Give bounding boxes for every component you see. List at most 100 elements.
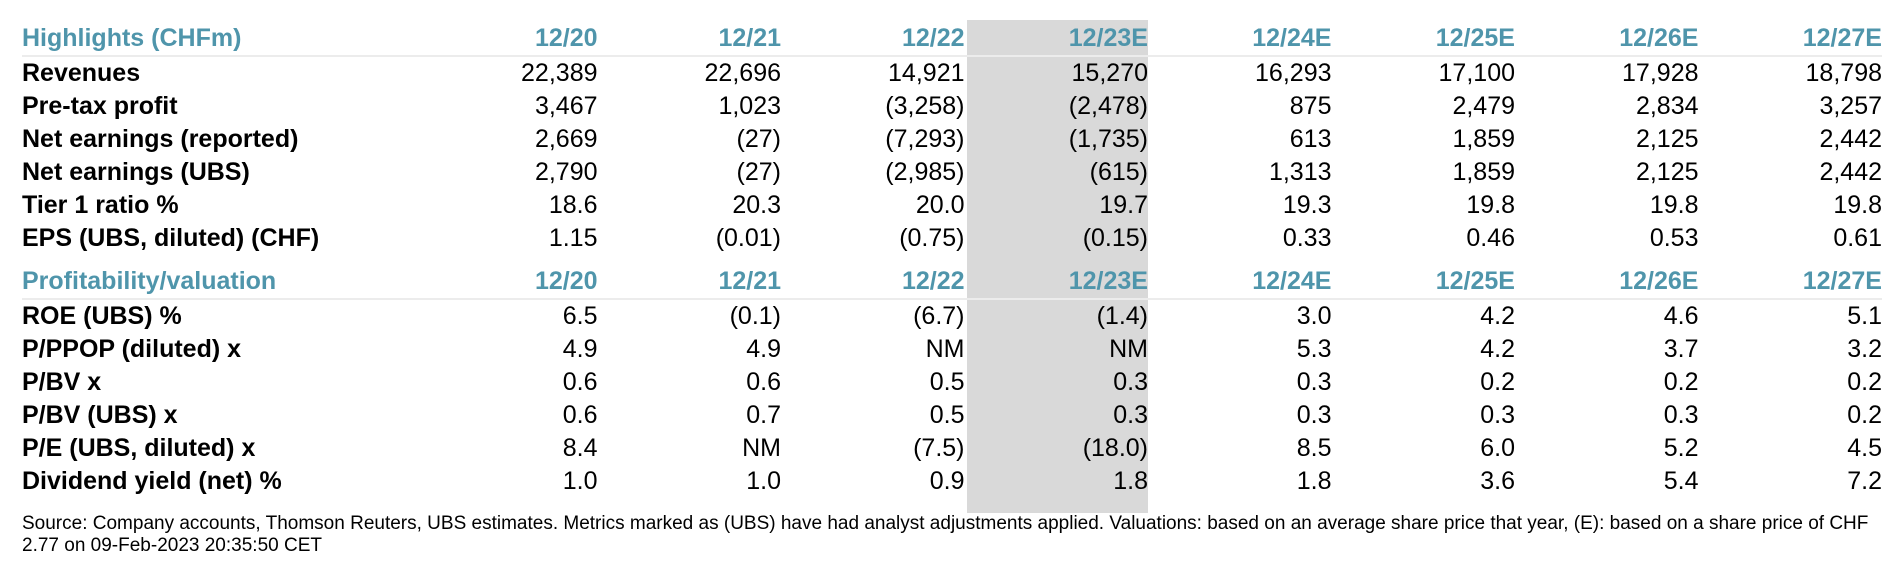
table-cell: 5.2 [1663, 434, 1699, 462]
table-cell: 18.6 [548, 191, 598, 219]
table-cell: 15,270 [1071, 59, 1148, 87]
row-label: EPS (UBS, diluted) (CHF) [22, 224, 320, 252]
table-cell: 4.2 [1480, 335, 1515, 363]
table-cell: 2,125 [1635, 125, 1699, 153]
table-row: Revenues 22,389 22,696 14,921 15,270 16,293 17… [22, 56, 1882, 90]
table-cell: (2,478) [1068, 92, 1148, 120]
table-cell: 0.9 [929, 467, 965, 495]
table-row: ROE (UBS) % 6.5 (0.1) (6.7) (1.4) 3.0 4.2 4.6 5.… [22, 299, 1882, 333]
table-cell: 4.9 [562, 335, 598, 363]
table-cell: 0.7 [746, 401, 781, 429]
table-cell: 4.9 [746, 335, 781, 363]
table-row: Net earnings (reported) 2,669 (27) (7,293) (… [22, 123, 1882, 156]
table-cell: 4.5 [1847, 434, 1882, 462]
table-cell: 0.2 [1480, 368, 1515, 396]
column-header: 12/21 [597, 265, 781, 300]
row-label: P/BV (UBS) x [22, 401, 178, 429]
table-cell: (6.7) [913, 302, 965, 330]
row-label: Net earnings (reported) [22, 125, 299, 153]
row-label: ROE (UBS) % [22, 302, 182, 330]
table-cell: (7.5) [913, 434, 965, 462]
row-label: P/E (UBS, diluted) x [22, 434, 256, 462]
table-cell: (0.75) [899, 224, 965, 252]
table-cell: (1,735) [1068, 125, 1148, 153]
table-cell: (18.0) [1082, 434, 1148, 462]
table-cell: 0.33 [1282, 224, 1332, 252]
table-cell: 3.6 [1480, 467, 1515, 495]
table-cell: 1,023 [718, 92, 781, 120]
column-header: 12/20 [414, 265, 598, 300]
table-cell: NM [1109, 335, 1148, 363]
profitability-title: Profitability/valuation [22, 265, 414, 300]
table-cell: 4.2 [1480, 302, 1515, 330]
table-row: P/BV (UBS) x 0.6 0.7 0.5 0.3 0.3 0.3 0.3 0.2 [22, 399, 1882, 432]
financial-table: Highlights (CHFm) 12/20 12/21 12/22 12/23E 12… [22, 22, 1882, 498]
table-cell: 0.2 [1847, 368, 1882, 396]
table-cell: 2,479 [1452, 92, 1515, 120]
table-row: Net earnings (UBS) 2,790 (27) (2,985) (615) 1… [22, 156, 1882, 189]
table-cell: 19.8 [1649, 191, 1699, 219]
table-cell: 1.0 [562, 467, 598, 495]
table-cell: 20.0 [915, 191, 965, 219]
table-cell: 0.6 [746, 368, 781, 396]
table-cell: 1,313 [1268, 158, 1332, 186]
row-label: Pre-tax profit [22, 92, 178, 120]
table-cell: 1.8 [1296, 467, 1332, 495]
table-cell: 8.5 [1296, 434, 1332, 462]
table-cell: 1.8 [1113, 467, 1148, 495]
table-cell: (27) [736, 125, 781, 153]
table-cell: 2,442 [1819, 158, 1882, 186]
table-cell: 19.8 [1466, 191, 1515, 219]
column-header: 12/25E [1331, 265, 1515, 300]
row-label: Net earnings (UBS) [22, 158, 250, 186]
table-cell: 17,100 [1438, 59, 1515, 87]
table-cell: 5.1 [1847, 302, 1882, 330]
table-cell: (3,258) [885, 92, 965, 120]
row-label: P/BV x [22, 368, 102, 396]
table-cell: 3.7 [1663, 335, 1699, 363]
table-row: P/PPOP (diluted) x 4.9 4.9 NM NM 5.3 4.2 3.7 3.2 [22, 333, 1882, 366]
table-cell: 16,293 [1255, 59, 1332, 87]
table-cell: 1.15 [548, 224, 598, 252]
table-cell: 19.8 [1833, 191, 1882, 219]
table-cell: 3,467 [534, 92, 598, 120]
table-cell: 2,125 [1635, 158, 1699, 186]
table-cell: 0.3 [1296, 401, 1332, 429]
column-header: 12/26E [1515, 265, 1699, 300]
table-cell: 0.3 [1480, 401, 1515, 429]
profitability-header-row: Profitability/valuation 12/20 12/21 12/22 12… [22, 265, 1882, 300]
table-cell: 0.53 [1649, 224, 1699, 252]
table-cell: (2,985) [885, 158, 965, 186]
table-cell: 19.7 [1099, 191, 1148, 219]
table-cell: 1.0 [746, 467, 781, 495]
table-cell: 3.0 [1296, 302, 1332, 330]
table-row: P/BV x 0.6 0.6 0.5 0.3 0.3 0.2 0.2 0.2 [22, 366, 1882, 399]
table-cell: NM [742, 434, 781, 462]
table-cell: 875 [1289, 92, 1332, 120]
table-cell: 0.5 [929, 401, 965, 429]
table-cell: (7,293) [885, 125, 965, 153]
column-header: 12/26E [1515, 22, 1699, 57]
table-row: EPS (UBS, diluted) (CHF) 1.15 (0.01) (0.75)… [22, 222, 1882, 255]
table-cell: 0.3 [1113, 368, 1148, 396]
highlights-header-row: Highlights (CHFm) 12/20 12/21 12/22 12/23E 12… [22, 22, 1882, 57]
table-cell: 14,921 [888, 59, 965, 87]
table-cell: 0.2 [1663, 368, 1699, 396]
row-label: Dividend yield (net) % [22, 467, 282, 495]
table-cell: 5.3 [1296, 335, 1332, 363]
table-cell: (27) [736, 158, 781, 186]
column-header: 12/23E [964, 265, 1148, 300]
table-cell: 7.2 [1847, 467, 1882, 495]
column-header: 12/24E [1148, 22, 1332, 57]
table-cell: 2,442 [1819, 125, 1882, 153]
table-cell: 19.3 [1282, 191, 1332, 219]
table-cell: 17,928 [1622, 59, 1699, 87]
table-row: Pre-tax profit 3,467 1,023 (3,258) (2,478) 87… [22, 90, 1882, 123]
table-row: Dividend yield (net) % 1.0 1.0 0.9 1.8 1.8 3.6… [22, 465, 1882, 498]
table-cell: 613 [1289, 125, 1332, 153]
column-header: 12/24E [1148, 265, 1332, 300]
table-row: P/E (UBS, diluted) x 8.4 NM (7.5) (18.0) 8.5 6… [22, 432, 1882, 465]
column-header: 12/23E [964, 22, 1148, 57]
table-cell: (615) [1089, 158, 1148, 186]
table-cell: NM [925, 335, 965, 363]
